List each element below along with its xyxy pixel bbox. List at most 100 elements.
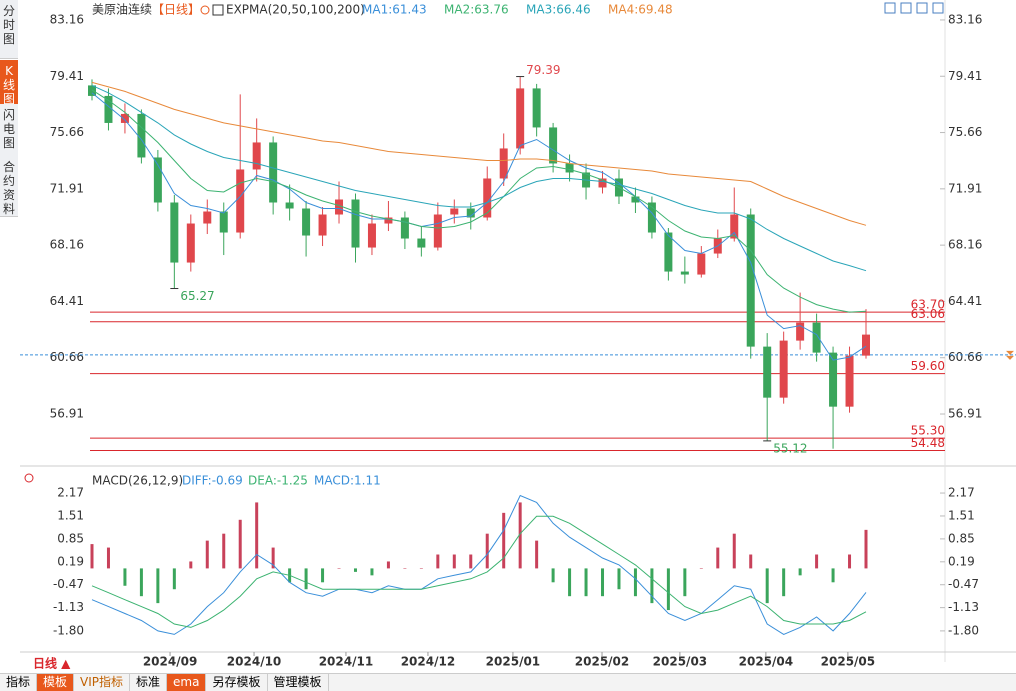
- candle-body: [779, 340, 788, 398]
- add-icon[interactable]: [200, 5, 210, 15]
- tab-flash[interactable]: 闪电图: [0, 104, 18, 159]
- macd-bar: [683, 568, 687, 597]
- candle-body: [285, 202, 294, 209]
- y-tick-label-right: 1.51: [948, 508, 975, 522]
- footer-tab[interactable]: 另存模板: [206, 674, 268, 691]
- icon[interactable]: [932, 2, 944, 14]
- level-label: 59.60: [911, 359, 945, 373]
- macd-bar: [255, 502, 259, 569]
- macd-bar: [633, 568, 637, 597]
- macd-bar: [436, 554, 440, 569]
- macd-bar: [222, 533, 226, 569]
- macd-bar: [650, 568, 654, 604]
- level-label: 54.48: [911, 436, 945, 450]
- chart: 美原油连续 【日线】 EXPMA(20,50,100,200) MACD(26,…: [20, 0, 1016, 671]
- macd-bar: [815, 554, 819, 569]
- macd-bar: [271, 547, 275, 569]
- icon[interactable]: [884, 2, 896, 14]
- macd-bar: [419, 568, 423, 569]
- candle-body: [483, 178, 492, 218]
- icon[interactable]: [900, 2, 912, 14]
- candle-body: [335, 199, 344, 215]
- macd-bar: [370, 568, 374, 576]
- y-tick-label: 56.91: [50, 407, 84, 421]
- candle-body: [829, 352, 838, 407]
- macd-bar: [666, 568, 670, 611]
- macd-bar: [716, 547, 720, 569]
- candle-body: [549, 127, 558, 164]
- legend-entry: MA4:69.48: [608, 3, 673, 17]
- x-tick-label: 2025/01: [486, 655, 540, 669]
- candle-body: [417, 238, 426, 248]
- candle-body: [186, 223, 195, 263]
- macd-bar: [139, 568, 143, 597]
- macd-bar: [518, 502, 522, 569]
- y-tick-label: 1.51: [57, 508, 84, 522]
- footer-tab[interactable]: 标准: [130, 674, 168, 691]
- y-tick-label: 0.85: [57, 531, 84, 545]
- macd-bar: [798, 568, 802, 576]
- y-tick-label-right: 2.17: [948, 486, 975, 500]
- y-tick-label-right: 68.16: [948, 238, 982, 252]
- candle-body: [219, 211, 228, 233]
- indicator-icon[interactable]: [212, 4, 224, 16]
- candle-body: [450, 208, 459, 215]
- candle-body: [203, 211, 212, 224]
- candle-body: [104, 95, 113, 123]
- legend-entry: MA3:66.46: [526, 3, 591, 17]
- macd-bar: [156, 568, 160, 604]
- y-tick-label: 71.91: [50, 181, 84, 195]
- candle-body: [137, 113, 146, 158]
- ma-line: [91, 84, 867, 272]
- macd-bar: [238, 519, 242, 569]
- x-tick-label: 2024/11: [319, 655, 373, 669]
- tab-timeshare[interactable]: 分时图: [0, 0, 18, 59]
- icon[interactable]: [916, 2, 928, 14]
- candle-body: [796, 322, 805, 341]
- x-tick-label: 2025/03: [653, 655, 707, 669]
- candle-body: [763, 346, 772, 398]
- macd-bar: [205, 540, 209, 569]
- candle-body: [252, 142, 261, 170]
- y-tick-label: -1.80: [53, 623, 84, 637]
- macd-bar: [469, 554, 473, 569]
- footer-tab[interactable]: 指标: [0, 674, 38, 691]
- tab-contract[interactable]: 合约资料: [0, 158, 18, 217]
- y-tick-label-right: 79.41: [948, 69, 982, 83]
- candle-body: [697, 253, 706, 275]
- footer-tab[interactable]: 模板: [37, 674, 75, 691]
- candle-body: [466, 208, 475, 218]
- legend-entry: MA1:61.43: [362, 3, 427, 17]
- macd-bar: [732, 533, 736, 569]
- macd-bar: [386, 561, 390, 569]
- macd-bar: [106, 547, 110, 569]
- macd-bar: [601, 568, 605, 597]
- candle-body: [236, 169, 245, 233]
- footer-tab[interactable]: VIP指标: [74, 674, 131, 691]
- macd-bar: [502, 512, 506, 569]
- macd-bar: [304, 568, 308, 590]
- candle-body: [598, 178, 607, 188]
- footer-tab[interactable]: ema: [167, 674, 207, 691]
- y-tick-label-right: 71.91: [948, 181, 982, 195]
- ma-line: [91, 515, 867, 628]
- y-tick-label-right: -0.47: [948, 577, 979, 591]
- ma-line: [91, 81, 867, 226]
- period-button[interactable]: 日线 ▲: [33, 656, 71, 671]
- macd-bar: [864, 529, 868, 569]
- candle-body: [88, 85, 96, 96]
- ma-line: [91, 89, 867, 313]
- x-tick-label: 2024/09: [143, 655, 197, 669]
- candle-body: [351, 199, 360, 248]
- y-tick-label: 64.41: [50, 294, 84, 308]
- macd-bar: [172, 568, 176, 590]
- footer-tab[interactable]: 管理模板: [268, 674, 329, 691]
- extreme-label: 65.27: [180, 289, 214, 303]
- candle-body: [565, 163, 574, 173]
- tab-kline[interactable]: K线图: [0, 60, 18, 106]
- x-tick-label: 2025/05: [821, 655, 875, 669]
- y-tick-label-right: 0.19: [948, 554, 975, 568]
- candle-body: [400, 217, 409, 239]
- y-tick-label: -0.47: [53, 577, 84, 591]
- settings-icon[interactable]: [24, 473, 34, 483]
